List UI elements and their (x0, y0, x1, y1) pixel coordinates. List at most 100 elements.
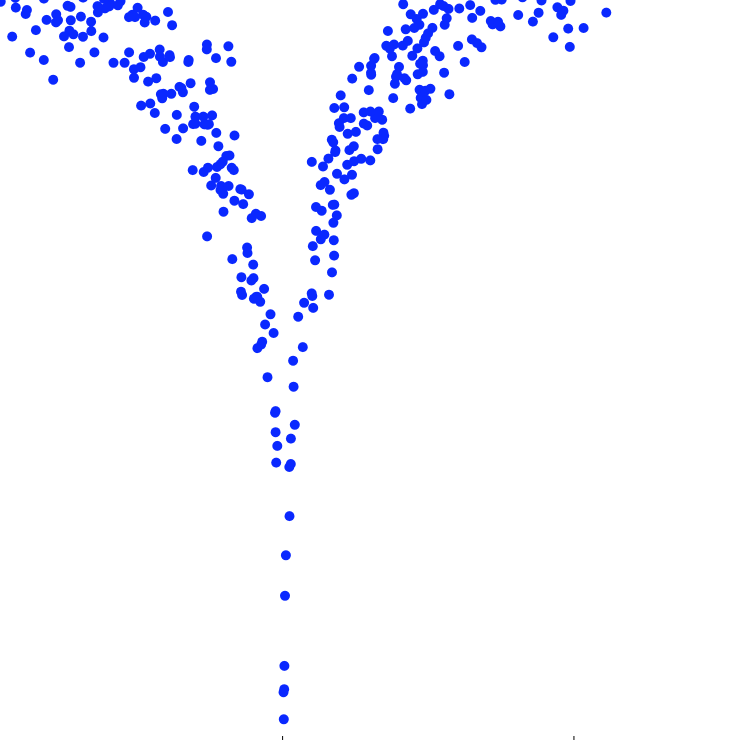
data-point (187, 165, 198, 176)
data-point (229, 195, 240, 206)
data-point (41, 14, 52, 25)
data-point (310, 255, 321, 266)
data-point (536, 0, 547, 6)
data-point (284, 511, 295, 522)
data-point (68, 29, 79, 40)
data-point (405, 9, 416, 20)
data-point (151, 73, 162, 84)
data-point (271, 457, 282, 468)
data-point (289, 419, 300, 430)
data-point (438, 1, 449, 11)
data-point (475, 5, 486, 16)
data-point (366, 60, 377, 71)
data-point (335, 90, 346, 101)
data-point (248, 273, 259, 284)
data-point (75, 11, 86, 22)
data-point (229, 130, 240, 141)
data-point (270, 406, 281, 417)
data-point (548, 32, 559, 43)
data-point (238, 199, 249, 210)
data-point (149, 108, 160, 118)
data-point (373, 106, 384, 117)
data-point (354, 61, 365, 72)
data-point (228, 165, 239, 176)
data-point (369, 53, 380, 63)
data-point (324, 184, 335, 195)
data-point (297, 342, 308, 353)
x-axis-ticks (282, 736, 575, 740)
data-point (400, 24, 411, 35)
data-point (119, 57, 130, 68)
data-point (202, 231, 213, 242)
data-point (218, 206, 229, 217)
data-point (10, 2, 21, 13)
data-point (38, 55, 49, 65)
data-point (268, 328, 279, 338)
data-point (601, 7, 612, 18)
data-point (165, 52, 175, 63)
data-point (260, 319, 271, 330)
data-point (311, 225, 322, 236)
data-point (330, 145, 341, 156)
data-point (207, 110, 218, 121)
data-point (409, 23, 420, 33)
data-point (345, 113, 356, 124)
data-point (342, 128, 353, 139)
data-point (7, 31, 18, 42)
data-point (78, 0, 88, 3)
data-point (578, 23, 589, 33)
data-point (339, 174, 350, 185)
data-point (423, 28, 434, 39)
data-point (459, 57, 470, 67)
data-point (513, 10, 524, 20)
data-point (167, 20, 178, 31)
data-point (329, 250, 340, 261)
data-point (444, 89, 455, 100)
data-point (421, 94, 432, 105)
data-point (372, 144, 383, 155)
data-point (39, 0, 49, 4)
data-point (285, 459, 296, 469)
data-point (223, 181, 234, 191)
data-point (415, 58, 426, 69)
data-point (465, 0, 476, 11)
data-point (226, 56, 237, 67)
data-point (407, 50, 418, 61)
data-point (157, 57, 168, 67)
data-point (366, 67, 376, 78)
data-point (198, 111, 209, 122)
data-point (78, 31, 88, 42)
data-point (163, 7, 173, 17)
data-point (387, 51, 397, 62)
data-point (211, 127, 222, 138)
data-point (166, 88, 177, 99)
data-point (205, 77, 215, 88)
data-point (329, 103, 340, 113)
data-point (178, 123, 189, 134)
data-point (183, 57, 194, 67)
data-point (256, 211, 267, 221)
data-point (92, 1, 103, 12)
data-point (358, 118, 369, 129)
data-point (288, 381, 299, 392)
data-point (384, 43, 395, 54)
data-point (124, 12, 134, 23)
data-point (412, 43, 423, 54)
data-point (311, 202, 321, 212)
data-point (171, 109, 182, 120)
data-point (392, 69, 402, 80)
data-point (99, 0, 109, 4)
data-point (308, 302, 319, 313)
data-point (20, 9, 31, 19)
data-point (198, 167, 209, 177)
data-point (280, 590, 290, 601)
data-point (136, 100, 147, 111)
data-point (278, 687, 289, 698)
data-point (211, 53, 221, 64)
data-point (425, 83, 436, 94)
data-point (327, 267, 337, 278)
data-point (389, 78, 400, 89)
data-point (199, 119, 210, 130)
data-point (288, 355, 299, 366)
